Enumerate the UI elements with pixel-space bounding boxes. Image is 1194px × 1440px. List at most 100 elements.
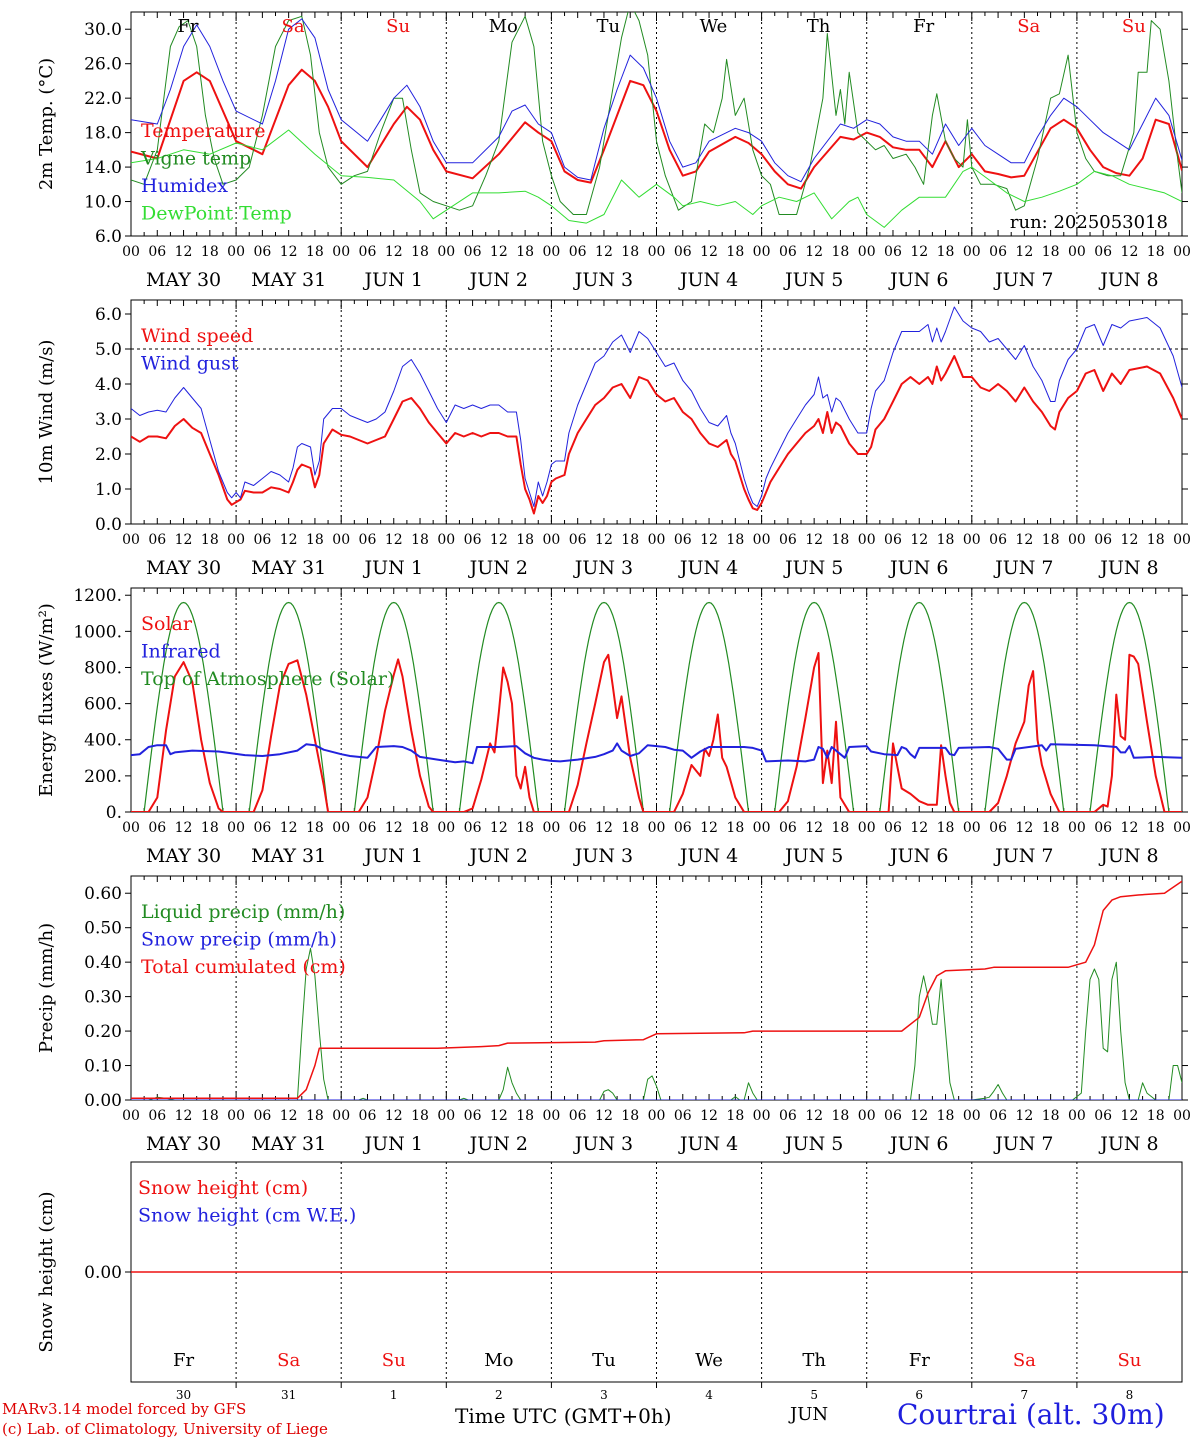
day-abbr: Tu bbox=[592, 1350, 616, 1371]
hour-label: 00 bbox=[437, 820, 455, 836]
y-axis-label: Snow height (cm) bbox=[36, 1191, 57, 1352]
hour-label: 00 bbox=[1068, 244, 1086, 260]
series-line-2 bbox=[131, 742, 1182, 765]
hour-label: 06 bbox=[464, 532, 482, 548]
hour-label: 06 bbox=[989, 532, 1007, 548]
hour-label: 18 bbox=[832, 1108, 850, 1124]
date-label: JUN 1 bbox=[363, 269, 423, 291]
hour-label: 18 bbox=[306, 532, 324, 548]
date-label: JUN 7 bbox=[993, 269, 1053, 291]
hour-label: 06 bbox=[884, 532, 902, 548]
hour-label: 06 bbox=[253, 820, 271, 836]
date-label: JUN 2 bbox=[468, 1133, 528, 1155]
y-tick-label: 0.20 bbox=[84, 1022, 122, 1042]
date-label: JUN 6 bbox=[888, 1133, 948, 1155]
hour-label: 00 bbox=[122, 1108, 140, 1124]
hour-label: 18 bbox=[937, 1108, 955, 1124]
hour-label: 00 bbox=[648, 820, 666, 836]
hour-label: 18 bbox=[201, 1108, 219, 1124]
date-label: JUN 8 bbox=[1098, 269, 1158, 291]
panel-4: 0.00 0.10 0.20 0.30 0.40 0.50 0.60 Precip (mm/h… bbox=[36, 875, 1191, 1155]
hour-label: 18 bbox=[1147, 820, 1165, 836]
y-axis-label: Energy fluxes (W/m²) bbox=[36, 603, 57, 797]
hour-label: 00 bbox=[1173, 244, 1191, 260]
series-line-1 bbox=[131, 355, 1182, 515]
y-axis-label: 2m Temp. (°C) bbox=[36, 58, 57, 190]
hour-label: 00 bbox=[1068, 820, 1086, 836]
date-label: JUN 3 bbox=[573, 269, 633, 291]
hour-label: 12 bbox=[1015, 1108, 1033, 1124]
date-label: MAY 31 bbox=[251, 845, 326, 867]
date-label: JUN 6 bbox=[888, 845, 948, 867]
panel-1: 6.0 10.0 14.0 18.0 22.0 26.0 30.0 2m Temp. (°C)… bbox=[36, 11, 1191, 291]
hour-label: 12 bbox=[1015, 820, 1033, 836]
y-tick-label: 26.0 bbox=[84, 55, 122, 75]
hour-label: 00 bbox=[963, 244, 981, 260]
y-tick-label: 400. bbox=[84, 731, 122, 751]
hour-label: 18 bbox=[621, 1108, 639, 1124]
hour-label: 06 bbox=[359, 820, 377, 836]
hour-label: 06 bbox=[884, 1108, 902, 1124]
day-number: 8 bbox=[1126, 1388, 1134, 1402]
series-top-of-atmosphere bbox=[131, 601, 1182, 812]
hour-label: 18 bbox=[937, 820, 955, 836]
y-tick-label: 1000. bbox=[73, 622, 122, 642]
hour-label: 06 bbox=[989, 820, 1007, 836]
hour-label: 00 bbox=[227, 532, 245, 548]
hour-label: 06 bbox=[253, 1108, 271, 1124]
date-label: JUN 4 bbox=[678, 1133, 738, 1155]
y-tick-label: 18.0 bbox=[84, 124, 122, 144]
model-credit: MARv3.14 model forced by GFS bbox=[2, 1400, 247, 1418]
hour-label: 06 bbox=[253, 532, 271, 548]
day-abbr: Sa bbox=[1017, 16, 1040, 37]
day-abbr: Su bbox=[1117, 1350, 1141, 1371]
hour-label: 18 bbox=[726, 1108, 744, 1124]
day-abbr: Su bbox=[382, 1350, 406, 1371]
plot-area bbox=[131, 12, 1182, 228]
hour-label: 06 bbox=[464, 1108, 482, 1124]
hour-label: 06 bbox=[989, 1108, 1007, 1124]
hour-label: 06 bbox=[674, 820, 692, 836]
hour-label: 00 bbox=[332, 1108, 350, 1124]
hour-label: 12 bbox=[1121, 1108, 1139, 1124]
hour-label: 00 bbox=[648, 1108, 666, 1124]
hour-label: 06 bbox=[148, 532, 166, 548]
hour-label: 06 bbox=[779, 1108, 797, 1124]
y-tick-label: 6.0 bbox=[95, 305, 122, 325]
hour-label: 12 bbox=[805, 244, 823, 260]
hour-label: 06 bbox=[253, 244, 271, 260]
hour-label: 00 bbox=[648, 244, 666, 260]
day-abbr: Su bbox=[386, 16, 410, 37]
hour-label: 06 bbox=[148, 244, 166, 260]
day-abbr: Fr bbox=[177, 16, 198, 37]
legend-entry: Infrared bbox=[141, 641, 221, 663]
day-abbr: We bbox=[695, 1350, 723, 1371]
day-abbr: We bbox=[700, 16, 728, 37]
date-label: MAY 30 bbox=[146, 269, 221, 291]
date-label: JUN 3 bbox=[573, 845, 633, 867]
legend-entry: Total cumulated (cm) bbox=[141, 956, 346, 978]
y-tick-label: 2.0 bbox=[95, 445, 122, 465]
day-abbr: Th bbox=[802, 1350, 826, 1371]
hour-label: 18 bbox=[411, 532, 429, 548]
hour-label: 00 bbox=[858, 244, 876, 260]
y-tick-label: 0.10 bbox=[84, 1057, 122, 1077]
lab-credit: (c) Lab. of Climatology, University of L… bbox=[2, 1420, 328, 1438]
date-label: JUN 5 bbox=[783, 557, 843, 579]
y-tick-label: 200. bbox=[84, 767, 122, 787]
y-tick-label: 0. bbox=[106, 803, 122, 823]
hour-label: 12 bbox=[280, 1108, 298, 1124]
hour-label: 06 bbox=[779, 244, 797, 260]
date-label: JUN 7 bbox=[993, 1133, 1053, 1155]
hour-label: 12 bbox=[910, 244, 928, 260]
day-number: 7 bbox=[1021, 1388, 1029, 1402]
hour-label: 18 bbox=[306, 244, 324, 260]
legend-entry: DewPoint Temp bbox=[141, 203, 292, 225]
day-number: 1 bbox=[390, 1388, 398, 1402]
series-line-1 bbox=[131, 652, 1182, 812]
hour-label: 12 bbox=[805, 820, 823, 836]
plot-area bbox=[131, 880, 1182, 1100]
hour-label: 06 bbox=[464, 244, 482, 260]
hour-label: 12 bbox=[175, 244, 193, 260]
y-tick-label: 30.0 bbox=[84, 20, 122, 40]
